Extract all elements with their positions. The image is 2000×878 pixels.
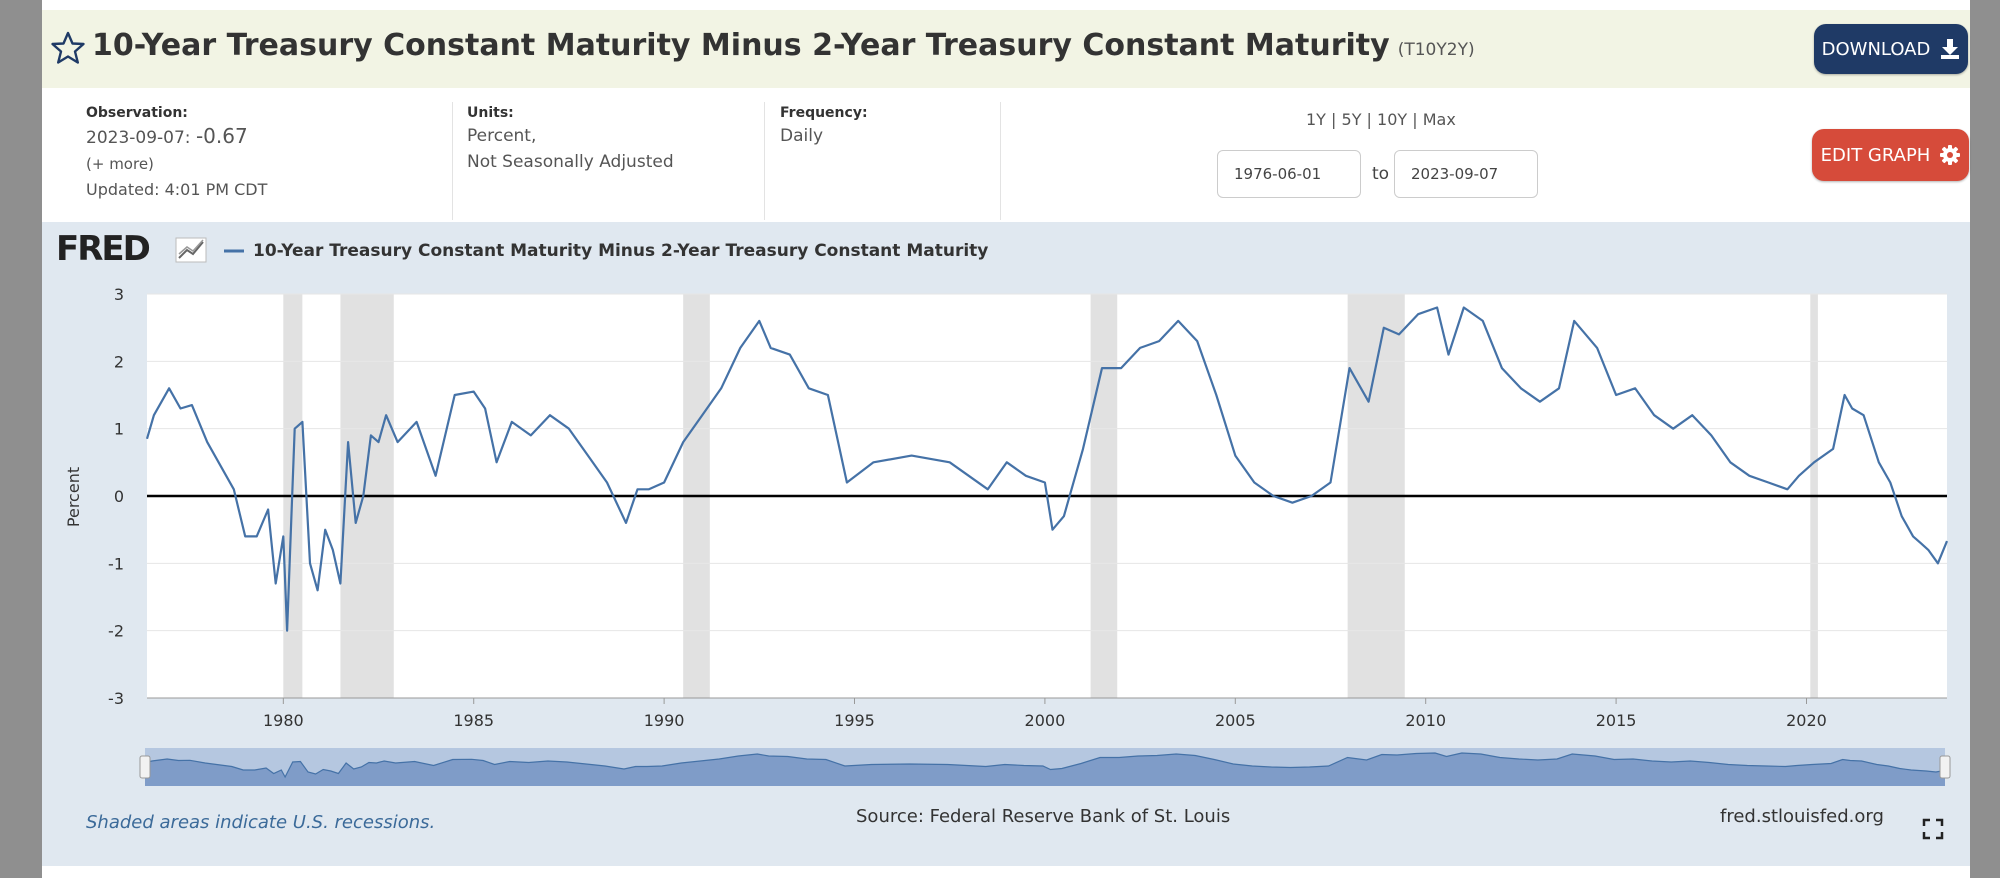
x-tick-label: 2015: [1596, 711, 1637, 730]
recession-note: Shaded areas indicate U.S. recessions.: [86, 812, 436, 833]
chart-area: FRED 10-Year Treasury Constant Maturity …: [42, 222, 1970, 866]
x-tick-label: 1995: [834, 711, 875, 730]
series-title: 10-Year Treasury Constant Maturity Minus…: [92, 28, 1390, 63]
y-tick-label: 1: [114, 420, 124, 439]
observation-block: Observation: 2023-09-07: -0.67 (+ more) …: [86, 103, 267, 203]
x-tick-label: 1985: [453, 711, 494, 730]
range-presets[interactable]: 1Y | 5Y | 10Y | Max: [1306, 110, 1456, 129]
gear-icon: [1940, 145, 1961, 165]
x-tick-labels: 1980 1985 1990 1995 2000 2005 2010 2015 2020: [263, 698, 1827, 730]
end-date-input[interactable]: [1394, 150, 1538, 198]
y-tick-label: -2: [108, 622, 124, 641]
updated-text: Updated: 4:01 PM CDT: [86, 180, 268, 199]
x-tick-label: 2020: [1786, 711, 1827, 730]
chart-svg: FRED 10-Year Treasury Constant Maturity …: [56, 229, 1951, 786]
star-icon[interactable]: [50, 30, 86, 66]
start-date-input[interactable]: [1217, 150, 1361, 198]
y-tick-label: 0: [114, 487, 124, 506]
series-panel: 10-Year Treasury Constant Maturity Minus…: [42, 0, 1970, 878]
divider: [1000, 102, 1001, 220]
range-navigator[interactable]: [139, 748, 1951, 786]
download-icon: [1941, 39, 1960, 59]
download-label: DOWNLOAD: [1821, 38, 1931, 60]
series-id: (T10Y2Y): [1397, 40, 1475, 60]
frequency-value: Daily: [780, 126, 824, 146]
y-tick-labels: 3 2 1 0 -1 -2 -3: [108, 285, 124, 708]
units-line-1: Percent,: [467, 126, 537, 146]
y-axis-label: Percent: [64, 467, 83, 527]
units-label: Units:: [467, 105, 514, 121]
page-title: 10-Year Treasury Constant Maturity Minus…: [92, 28, 1475, 63]
divider: [764, 102, 765, 220]
download-button[interactable]: DOWNLOAD: [1814, 24, 1968, 74]
observation-label: Observation:: [86, 105, 188, 121]
edit-graph-label: EDIT GRAPH: [1820, 144, 1931, 166]
frequency-block: Frequency: Daily: [780, 103, 868, 149]
navigator-line: [144, 752, 1946, 779]
legend-label: 10-Year Treasury Constant Maturity Minus…: [253, 241, 988, 261]
y-tick-label: -1: [108, 554, 124, 573]
observation-date: 2023-09-07:: [86, 128, 191, 148]
title-bar: 10-Year Treasury Constant Maturity Minus…: [42, 10, 1970, 88]
more-link[interactable]: (+ more): [86, 155, 154, 173]
fullscreen-icon[interactable]: [1922, 818, 1944, 840]
divider: [452, 102, 453, 220]
source-text: Source: Federal Reserve Bank of St. Loui…: [856, 806, 1231, 827]
fred-logo-icon: [175, 237, 207, 263]
units-line-2: Not Seasonally Adjusted: [467, 152, 674, 172]
x-tick-label: 2000: [1025, 711, 1066, 730]
navigator-left-handle[interactable]: [139, 755, 151, 779]
y-tick-label: 3: [114, 285, 124, 304]
fred-logo: FRED: [56, 229, 150, 269]
observation-value: -0.67: [195, 124, 248, 148]
navigator-right-handle[interactable]: [1939, 755, 1951, 779]
y-tick-label: -3: [108, 689, 124, 708]
units-block: Units: Percent, Not Seasonally Adjusted: [467, 103, 674, 175]
x-tick-label: 1990: [644, 711, 685, 730]
date-to-label: to: [1372, 164, 1390, 184]
navigator-area: [145, 753, 1945, 786]
x-tick-label: 2010: [1405, 711, 1446, 730]
frequency-label: Frequency:: [780, 105, 868, 121]
y-tick-label: 2: [114, 352, 124, 371]
x-tick-label: 1980: [263, 711, 304, 730]
series-line: [145, 306, 1949, 632]
edit-graph-button[interactable]: EDIT GRAPH: [1812, 129, 1969, 181]
x-tick-label: 2005: [1215, 711, 1256, 730]
site-link[interactable]: fred.stlouisfed.org: [1720, 806, 1884, 827]
